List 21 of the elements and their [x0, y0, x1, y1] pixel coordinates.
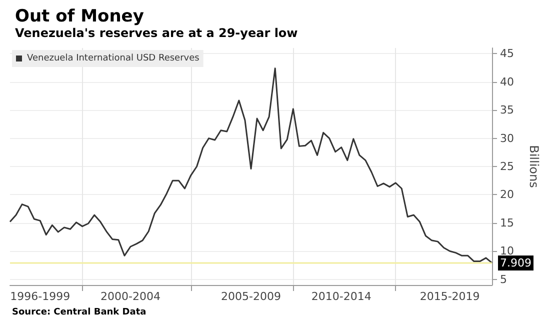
y-tick-label: 5 — [500, 272, 507, 286]
source-note: Source: Central Bank Data — [12, 308, 146, 318]
legend-label: Venezuela International USD Reserves — [27, 54, 200, 64]
y-tick-label: 40 — [500, 75, 514, 88]
y-tick-label: 15 — [500, 216, 514, 230]
data-label: 7.909 — [500, 256, 532, 270]
y-tick-label: 25 — [500, 160, 514, 173]
y-tick-label: 45 — [500, 47, 514, 60]
y-tick-label: 20 — [500, 188, 514, 202]
y-axis-title: Billions — [527, 145, 541, 188]
y-tick-label: 35 — [500, 104, 514, 117]
line-series — [9, 68, 493, 264]
x-tick-label: 2015-2019 — [420, 290, 480, 303]
y-tick-label: 10 — [500, 244, 514, 258]
x-tick-label: 2005-2009 — [221, 290, 281, 303]
y-tick-label: 30 — [500, 132, 514, 145]
x-tick-label: 2000-2004 — [100, 290, 160, 303]
x-tick-label: 1996-1999 — [10, 290, 70, 303]
chart-subtitle: Venezuela's reserves are at a 29-year low — [15, 26, 298, 40]
chart-title: Out of Money — [15, 6, 144, 26]
x-tick-label: 2010-2014 — [311, 290, 372, 303]
